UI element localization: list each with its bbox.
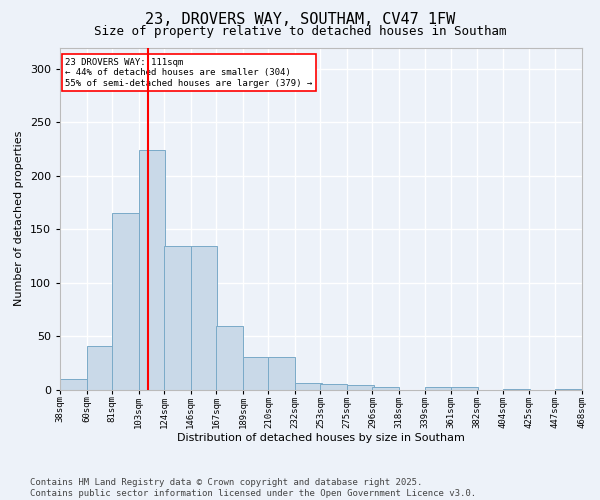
Bar [347, 384, 374, 390]
Bar [503, 389, 530, 390]
Bar [451, 387, 478, 390]
Bar [139, 150, 166, 390]
Bar [86, 346, 113, 390]
Bar [164, 246, 191, 390]
Bar [243, 357, 269, 390]
Bar [191, 246, 217, 390]
Bar [268, 357, 295, 390]
Text: 23, DROVERS WAY, SOUTHAM, CV47 1FW: 23, DROVERS WAY, SOUTHAM, CV47 1FW [145, 12, 455, 28]
Text: Size of property relative to detached houses in Southam: Size of property relative to detached ho… [94, 25, 506, 38]
Bar [295, 382, 322, 390]
Text: 23 DROVERS WAY: 111sqm
← 44% of detached houses are smaller (304)
55% of semi-de: 23 DROVERS WAY: 111sqm ← 44% of detached… [65, 58, 313, 88]
X-axis label: Distribution of detached houses by size in Southam: Distribution of detached houses by size … [177, 434, 465, 444]
Bar [216, 326, 243, 390]
Y-axis label: Number of detached properties: Number of detached properties [14, 131, 24, 306]
Bar [556, 389, 582, 390]
Bar [320, 384, 347, 390]
Text: Contains HM Land Registry data © Crown copyright and database right 2025.
Contai: Contains HM Land Registry data © Crown c… [30, 478, 476, 498]
Bar [373, 387, 399, 390]
Bar [425, 387, 451, 390]
Bar [60, 380, 86, 390]
Bar [112, 214, 139, 390]
